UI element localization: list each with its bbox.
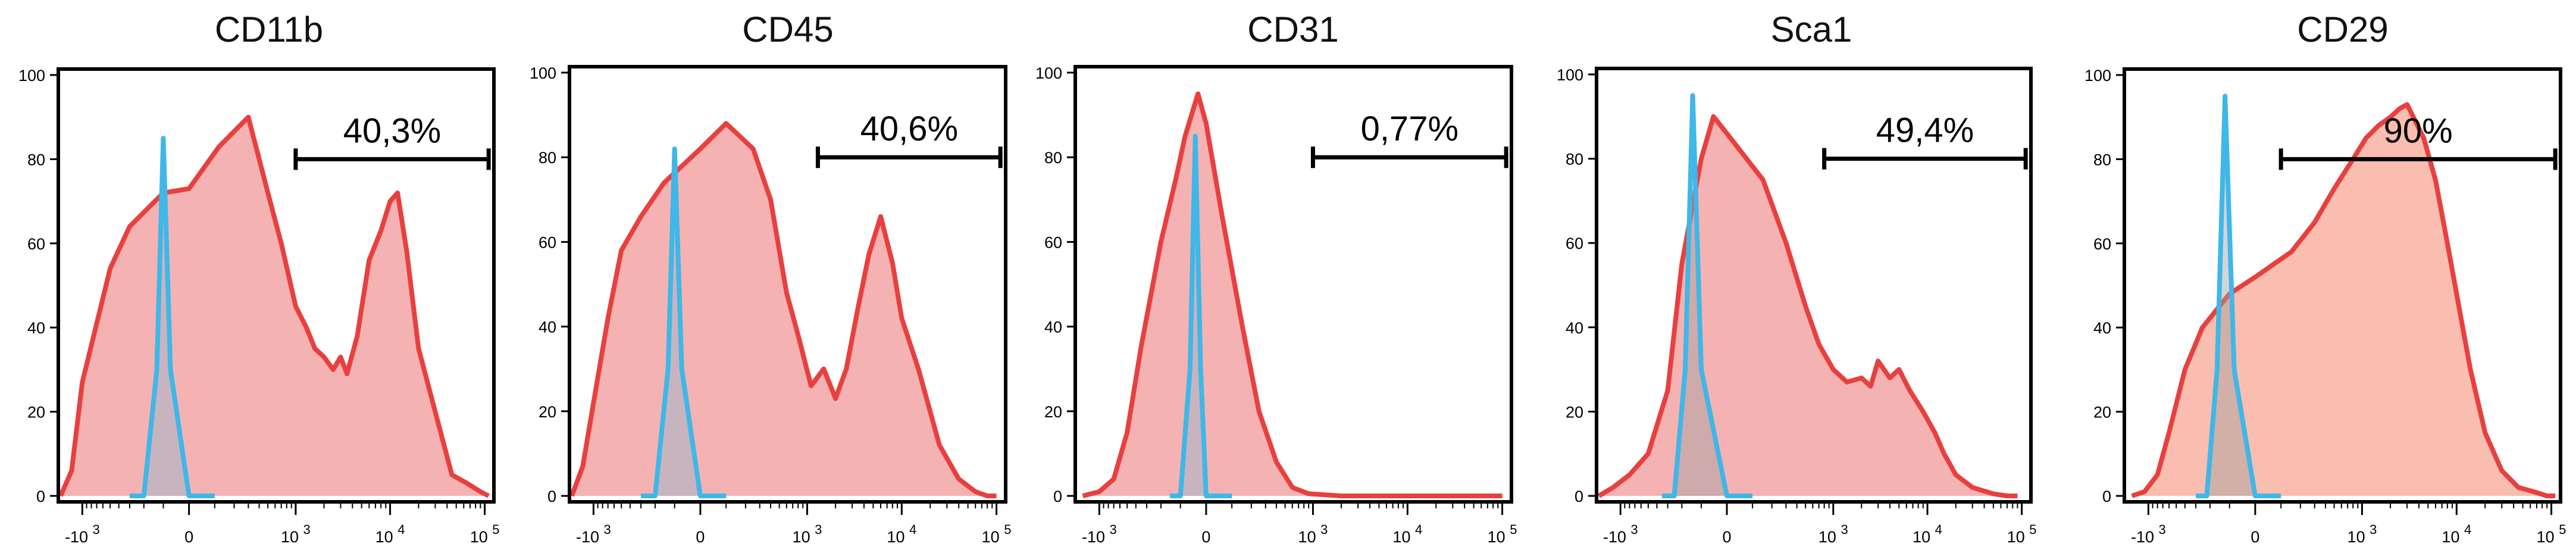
y-tick-label: 0 — [1053, 488, 1062, 505]
x-tick-label: 0 — [2251, 528, 2259, 546]
y-tick-label: 80 — [539, 149, 556, 167]
y-tick-label: 80 — [2093, 151, 2111, 168]
series-0-area — [60, 117, 489, 496]
y-tick-label: 20 — [1044, 403, 1062, 421]
panel-title: CD11b — [215, 10, 323, 49]
x-tick-label: 10 5 — [470, 522, 500, 546]
y-tick-label: 20 — [2093, 404, 2111, 421]
histogram-panel-cd11b: CD11b 0 20 40 60 80 100 -10 3 0 10 3 10 4 10 5 40,3% — [18, 10, 500, 546]
x-tick-label: 0 — [1723, 528, 1732, 546]
y-tick-label: 40 — [1566, 319, 1583, 337]
gate-percent-label: 0,77% — [1361, 110, 1458, 148]
y-tick-label: 80 — [27, 151, 45, 168]
y-tick-label: 0 — [1575, 488, 1583, 505]
x-tick-label: 10 3 — [1818, 522, 1848, 546]
gate-percent-label: 40,3% — [343, 111, 441, 150]
y-tick-label: 0 — [547, 488, 556, 505]
x-tick-label: 10 3 — [2347, 522, 2377, 546]
x-tick-label: 0 — [696, 528, 705, 546]
y-tick-label: 60 — [2093, 235, 2111, 253]
y-tick-label: 80 — [1566, 151, 1583, 168]
x-tick-label: 0 — [184, 528, 193, 546]
gate-percent-label: 49,4% — [1876, 111, 1974, 150]
y-tick-label: 100 — [530, 64, 556, 82]
series-1-area — [641, 149, 727, 496]
plot-frame — [57, 67, 496, 504]
y-tick-label: 60 — [1566, 235, 1583, 252]
y-tick-label: 20 — [539, 403, 556, 421]
x-tick-label: -10 3 — [1603, 522, 1638, 546]
series-0-area — [1082, 93, 1503, 496]
series-0-line — [58, 114, 490, 498]
series-1-area — [129, 138, 215, 496]
y-tick-label: 40 — [27, 319, 45, 337]
plot-frame — [1073, 65, 1513, 504]
x-tick-label: 0 — [1201, 528, 1210, 546]
plot-frame — [2123, 67, 2562, 504]
plot-frame — [1595, 67, 2033, 504]
series-0-line — [2131, 102, 2556, 498]
y-tick-label: 40 — [539, 318, 556, 336]
series-0-line — [1082, 91, 1503, 498]
x-tick-label: -10 3 — [576, 522, 611, 546]
x-tick-label: 10 4 — [375, 522, 405, 546]
gate-percent-label: 90% — [2384, 111, 2453, 150]
histogram-panel-cd31: CD31 0 20 40 60 80 100 -10 3 0 10 3 10 4 10 5 0,77% — [1035, 10, 1517, 546]
series-1-line — [129, 136, 215, 498]
x-tick-label: 10 5 — [982, 522, 1012, 546]
series-1-line — [2196, 93, 2281, 498]
y-tick-label: 100 — [1557, 66, 1583, 84]
y-tick-label: 100 — [2084, 67, 2111, 85]
x-tick-label: -10 3 — [65, 522, 100, 546]
plot-frame — [568, 65, 1007, 504]
panel-title: CD29 — [2297, 10, 2388, 49]
x-tick-label: 10 5 — [1488, 522, 1517, 546]
x-tick-label: 10 3 — [1298, 522, 1328, 546]
series-0-line — [1597, 114, 2018, 498]
y-tick-label: 40 — [1044, 318, 1062, 336]
y-tick-label: 60 — [27, 235, 45, 253]
series-0-area — [571, 123, 997, 496]
x-tick-label: 10 3 — [281, 522, 311, 546]
panel-title: CD45 — [742, 10, 833, 49]
x-tick-label: 10 4 — [887, 522, 916, 546]
series-1-line — [641, 146, 727, 498]
x-tick-label: 10 4 — [2442, 522, 2471, 546]
x-tick-label: 10 3 — [793, 522, 822, 546]
x-tick-label: 10 4 — [1392, 522, 1422, 546]
histogram-panel-cd29: CD29 0 20 40 60 80 100 -10 3 0 10 3 10 4 10 5 90% — [2084, 10, 2566, 546]
histogram-panel-sca1: Sca1 0 20 40 60 80 100 -10 3 0 10 3 10 4 10 5 49,4% — [1557, 10, 2037, 546]
x-tick-label: -10 3 — [1082, 522, 1117, 546]
y-tick-label: 20 — [27, 404, 45, 421]
series-0-area — [2131, 104, 2556, 496]
y-tick-label: 100 — [1035, 64, 1062, 82]
x-tick-label: -10 3 — [2131, 522, 2166, 546]
y-tick-label: 0 — [36, 488, 45, 505]
y-tick-label: 60 — [1044, 233, 1062, 251]
panel-title: CD31 — [1247, 10, 1338, 49]
y-tick-label: 100 — [18, 67, 45, 85]
x-tick-label: 10 5 — [2537, 522, 2566, 546]
series-0-area — [1598, 116, 2018, 496]
gate-percent-label: 40,6% — [860, 110, 958, 148]
x-tick-label: 10 4 — [1913, 522, 1942, 546]
series-1-line — [1170, 133, 1232, 498]
series-1-line — [1662, 93, 1753, 498]
y-tick-label: 40 — [2093, 319, 2111, 337]
panel-title: Sca1 — [1771, 10, 1852, 49]
histogram-panel-cd45: CD45 0 20 40 60 80 100 -10 3 0 10 3 10 4 10 5 40,6% — [530, 10, 1012, 546]
y-tick-label: 60 — [539, 233, 556, 251]
y-tick-label: 20 — [1566, 403, 1583, 421]
series-0-line — [569, 121, 997, 498]
y-tick-label: 80 — [1044, 149, 1062, 167]
x-tick-label: 10 5 — [2007, 522, 2037, 546]
y-tick-label: 0 — [2102, 488, 2111, 505]
